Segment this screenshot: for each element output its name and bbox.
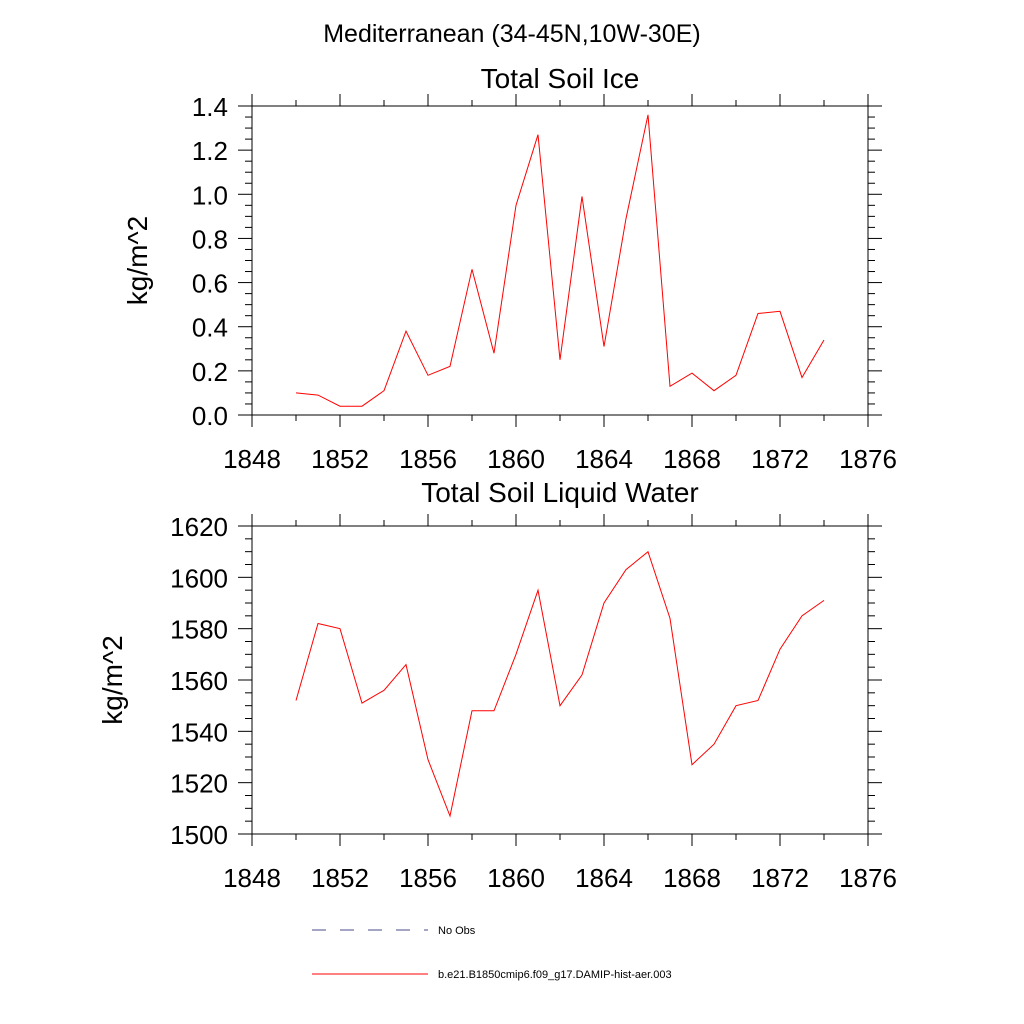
soil-liquid-water-y-tick-label: 1520: [170, 769, 228, 799]
soil-ice-y-tick-label: 0.2: [192, 357, 228, 387]
soil-liquid-water-plot-frame: [251, 525, 869, 835]
soil-liquid-water-y-tick-label: 1580: [170, 615, 228, 645]
soil-liquid-water-y-tick-label: 1560: [170, 666, 228, 696]
soil-ice-x-tick-label: 1860: [487, 444, 545, 474]
soil-liquid-water-y-tick-label: 1620: [170, 512, 228, 542]
soil-liquid-water-y-tick-label: 1500: [170, 820, 228, 850]
soil-liquid-water-x-tick-label: 1864: [575, 863, 633, 893]
soil-liquid-water-y-tick-label: 1600: [170, 563, 228, 593]
soil-liquid-water-x-tick-label: 1872: [751, 863, 809, 893]
soil-ice-x-tick-label: 1872: [751, 444, 809, 474]
soil-ice-x-tick-label: 1876: [839, 444, 897, 474]
soil-ice-y-tick-label: 0.8: [192, 224, 228, 254]
soil-ice-y-axis-label: kg/m^2: [122, 216, 153, 305]
soil-ice-x-tick-label: 1848: [223, 444, 281, 474]
soil-liquid-water-x-tick-label: 1860: [487, 863, 545, 893]
soil-ice-x-tick-label: 1852: [311, 444, 369, 474]
soil-liquid-water-x-tick-label: 1868: [663, 863, 721, 893]
soil-liquid-water-panel: Total Soil Liquid Water kg/m^2 1848 1852 185…: [97, 477, 897, 893]
soil-ice-y-tick-label: 0.0: [192, 401, 228, 431]
soil-liquid-water-x-tick-label: 1848: [223, 863, 281, 893]
soil-ice-y-tick-label: 1.4: [192, 92, 228, 122]
soil-liquid-water-series-line: [295, 550, 825, 818]
soil-ice-y-tick-label: 0.6: [192, 269, 228, 299]
soil-ice-x-tick-label: 1864: [575, 444, 633, 474]
legend-label-model-run: b.e21.B1850cmip6.f09_g17.DAMIP-hist-aer.…: [438, 969, 672, 981]
legend-label-no-obs: No Obs: [438, 925, 476, 937]
soil-ice-y-tick-label: 0.4: [192, 313, 228, 343]
soil-liquid-water-x-tick-label: 1856: [399, 863, 457, 893]
figure-suptitle: Mediterranean (34-45N,10W-30E): [323, 20, 701, 48]
soil-liquid-water-y-tick-label: 1540: [170, 717, 228, 747]
soil-ice-panel: Total Soil Ice kg/m^2 1848 1852 1856 1860 1864…: [122, 63, 897, 474]
soil-liquid-water-x-tick-label: 1876: [839, 863, 897, 893]
soil-ice-x-tick-label: 1856: [399, 444, 457, 474]
soil-ice-y-tick-label: 1.0: [192, 180, 228, 210]
soil-ice-series-line: [295, 114, 825, 407]
soil-ice-plot-frame: [251, 105, 869, 416]
soil-ice-x-tick-label: 1868: [663, 444, 721, 474]
soil-liquid-water-x-tick-label: 1852: [311, 863, 369, 893]
soil-ice-y-tick-label: 1.2: [192, 136, 228, 166]
soil-liquid-water-title: Total Soil Liquid Water: [421, 477, 699, 508]
soil-liquid-water-y-axis-label: kg/m^2: [97, 635, 128, 724]
soil-ice-title: Total Soil Ice: [481, 63, 640, 94]
legend: No Obs b.e21.B1850cmip6.f09_g17.DAMIP-hi…: [312, 925, 672, 981]
